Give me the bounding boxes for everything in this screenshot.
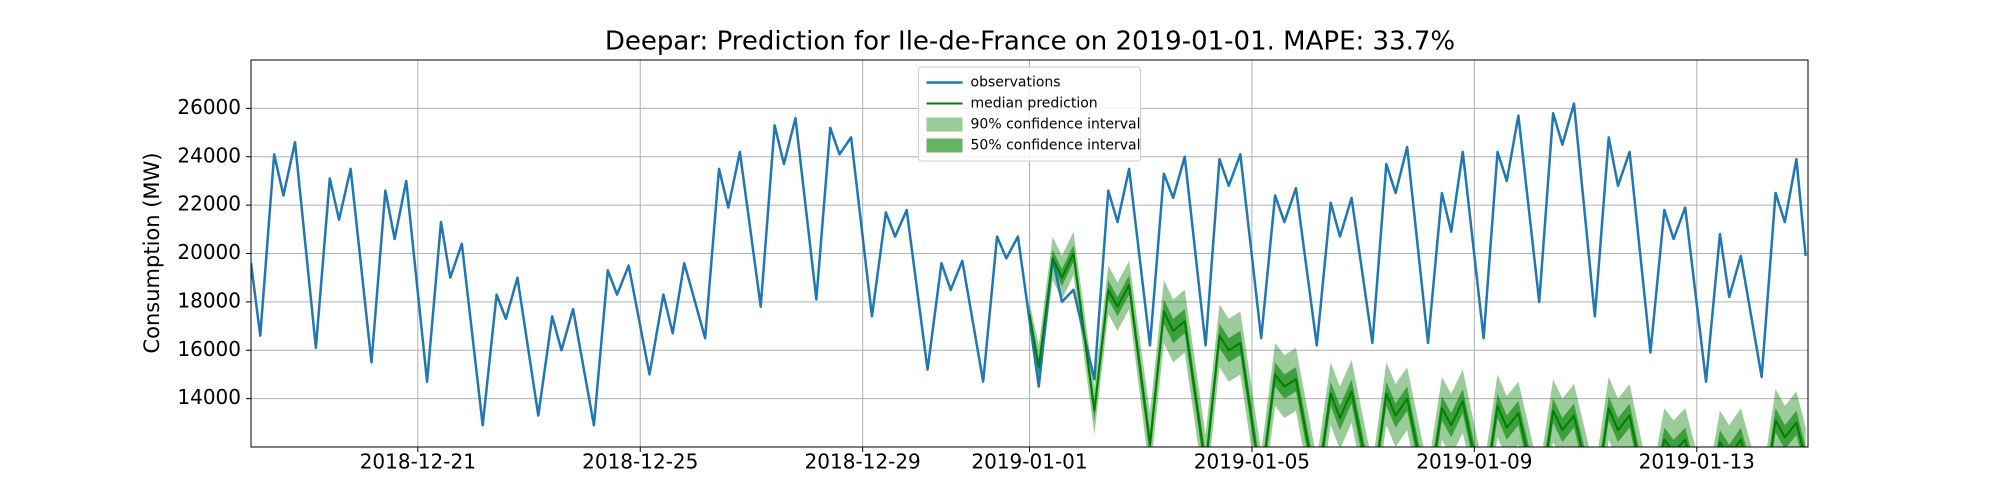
x-tick-label: 2018-12-25	[582, 450, 698, 474]
x-tick-label: 2019-01-05	[1194, 450, 1310, 474]
confidence-band	[1029, 231, 1806, 447]
legend-patch	[926, 117, 963, 132]
y-tick-label: 26000	[177, 95, 241, 119]
x-tick-label: 2019-01-01	[971, 450, 1087, 474]
y-tick-label: 18000	[177, 288, 241, 312]
legend-label: median prediction	[971, 96, 1098, 112]
x-tick-label: 2018-12-21	[360, 450, 476, 474]
y-tick-label: 14000	[177, 385, 241, 409]
y-tick-label: 20000	[177, 240, 241, 264]
y-tick-label: 24000	[177, 143, 241, 167]
legend-label: 50% confidence interval	[971, 138, 1141, 154]
chart-title: Deepar: Prediction for Ile-de-France on …	[605, 27, 1455, 57]
x-tick-label: 2019-01-09	[1416, 450, 1532, 474]
plot-area	[251, 102, 1807, 447]
y-tick-label: 16000	[177, 337, 241, 361]
legend: observations median prediction 90% confide…	[918, 66, 1141, 162]
axes: 14000 16000 18000 20000 22000 24000 26000 2018-…	[177, 95, 1755, 474]
median-line	[1028, 252, 1804, 447]
observation-line	[251, 102, 1807, 427]
legend-label: 90% confidence interval	[971, 117, 1141, 133]
x-tick-label: 2019-01-13	[1639, 450, 1755, 474]
x-tick-label: 2018-12-29	[805, 450, 921, 474]
legend-box	[918, 66, 1141, 162]
y-axis-label: Consumption (MW)	[140, 152, 164, 353]
legend-label: observations	[971, 75, 1061, 91]
legend-patch	[926, 138, 963, 153]
y-tick-label: 22000	[177, 192, 241, 216]
